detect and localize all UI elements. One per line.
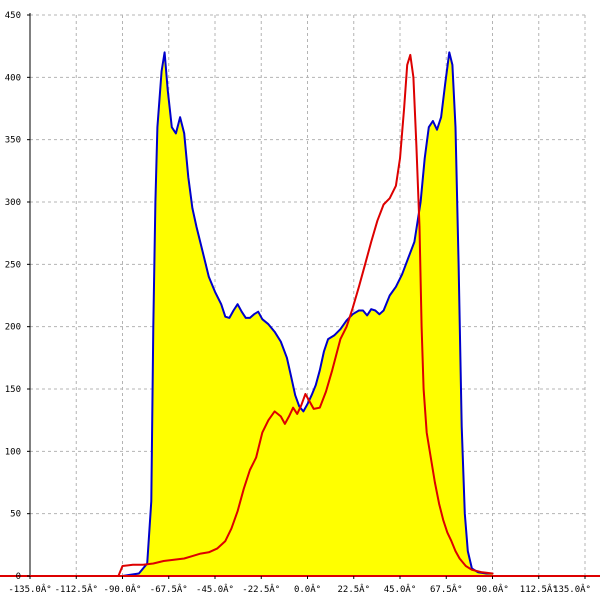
x-tick-label: 45.0Â° [384,583,417,595]
x-tick-label: -67.5Â° [150,583,188,595]
y-tick-label: 250 [5,260,21,270]
x-tick-label: 90.0Â° [476,583,509,595]
x-tick-label: 112.5Â° [520,583,558,595]
y-tick-label: 450 [5,11,21,21]
series-1-line [121,51,494,577]
x-tick-label: 22.5Â° [337,583,370,595]
x-tick-label: 0.0Â° [294,583,321,595]
x-tick-label: 67.5Â° [430,583,463,595]
x-tick-label: -90.0Â° [104,583,142,595]
y-tick-label: 0 [16,572,21,582]
y-tick-label: 300 [5,198,21,208]
series-1-area [122,52,493,576]
series-2-line [117,53,494,577]
x-tick-label: -22.5Â° [242,583,280,595]
y-tick-label: 100 [5,447,21,457]
x-tick-label: -112.5Â° [55,583,98,595]
axes [0,13,600,577]
x-tick-label: 135.0Â° [553,583,591,595]
tick-labels: 0 50 100 150 200 250 300 350 400 450 -135.0Â° -112.… [5,11,591,595]
y-tick-label: 400 [5,73,21,83]
y-tick-label: 200 [5,323,21,333]
y-tick-label: 50 [10,510,21,520]
y-tick-label: 350 [5,136,21,146]
x-tick-label: -135.0Â° [8,583,51,595]
plot-area [117,51,494,577]
x-tick-label: -45.0Â° [196,583,234,595]
y-tick-label: 150 [5,385,21,395]
